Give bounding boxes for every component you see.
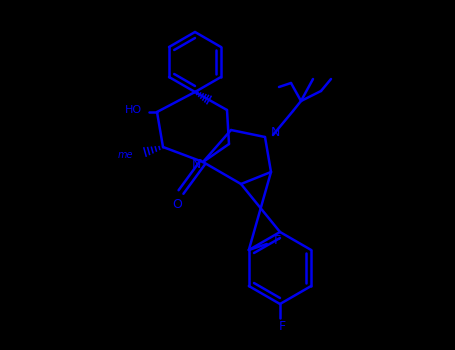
Text: N: N [192, 158, 201, 170]
Text: O: O [172, 197, 182, 210]
Text: F: F [278, 320, 286, 332]
Text: HO: HO [124, 105, 142, 115]
Text: me: me [117, 150, 133, 160]
Text: F: F [273, 234, 280, 247]
Text: N: N [270, 126, 280, 140]
